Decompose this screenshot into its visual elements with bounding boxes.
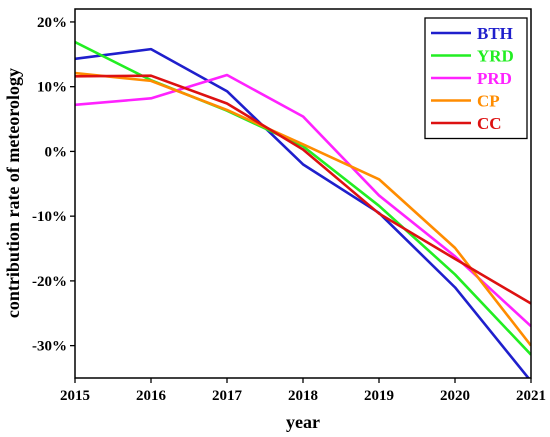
x-axis-title: year [286,412,320,432]
legend-label-cc: CC [477,114,502,133]
legend-label-cp: CP [477,92,500,111]
x-tick-label: 2020 [440,388,470,404]
legend-label-yrd: YRD [477,47,514,66]
series-line-cp [75,71,531,347]
series-layer [75,40,531,378]
x-tick-label: 2016 [136,388,167,404]
series-line-prd [75,73,531,328]
x-tick-label: 2019 [364,388,394,404]
y-tick-label: 20% [37,15,67,31]
x-tick-label: 2018 [288,388,318,404]
legend-label-bth: BTH [477,24,513,43]
axis-layer: 2015 2016 2017 2018 2019 2020 2021 -30% -20% -10%… [32,15,546,404]
legend-label-prd: PRD [477,69,512,88]
y-tick-label: -20% [32,274,67,290]
x-tick-label: 2015 [60,388,90,404]
y-tick-label: -10% [32,209,67,225]
series-line-bth [75,47,531,378]
y-tick-label: -30% [32,339,67,355]
x-tick-label: 2021 [516,388,546,404]
series-line-cc [75,74,531,305]
y-tick-label: 0% [45,144,68,160]
x-tick-label: 2017 [212,388,243,404]
y-tick-label: 10% [37,80,67,96]
legend: BTH YRD PRD CP CC [424,17,528,140]
legend-box [424,17,528,140]
y-axis-title: contribution rate of meteorology [3,68,23,318]
